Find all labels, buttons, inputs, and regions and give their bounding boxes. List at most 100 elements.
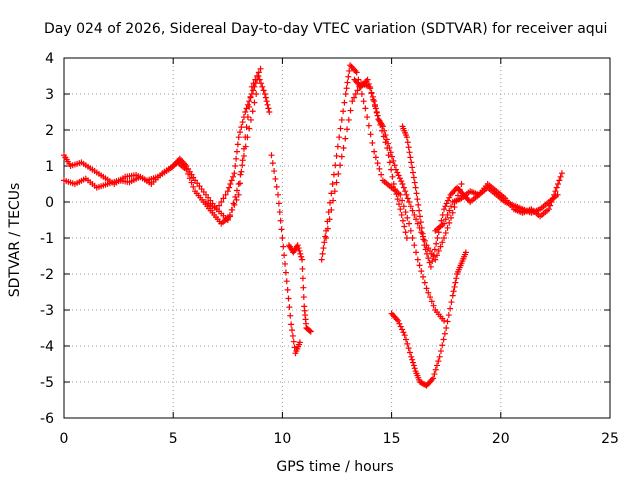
- data-point: [239, 119, 246, 126]
- x-tick-label: 10: [273, 431, 291, 447]
- data-point: [233, 148, 240, 155]
- data-point: [394, 196, 401, 203]
- data-point: [232, 193, 239, 200]
- data-point: [231, 170, 238, 177]
- data-point: [284, 286, 291, 293]
- data-point: [341, 99, 348, 106]
- data-point: [299, 265, 306, 272]
- y-tick-label: 4: [45, 51, 54, 67]
- data-point: [371, 98, 378, 105]
- data-point: [411, 365, 418, 372]
- data-point: [430, 252, 437, 259]
- data-point: [247, 94, 254, 101]
- data-point: [418, 224, 425, 231]
- data-point: [273, 183, 280, 190]
- data-point: [411, 211, 418, 218]
- data-point: [218, 199, 225, 205]
- data-point: [268, 152, 275, 159]
- data-point: [263, 98, 270, 105]
- data-point: [441, 317, 448, 324]
- data-point: [243, 105, 250, 112]
- data-point: [427, 263, 434, 270]
- marks-layer: [61, 62, 565, 389]
- data-point: [190, 183, 197, 190]
- data-point: [441, 235, 448, 241]
- data-point: [396, 320, 403, 327]
- data-point: [337, 162, 344, 169]
- data-point: [279, 235, 286, 241]
- data-point: [422, 246, 429, 253]
- data-point: [252, 80, 259, 87]
- data-point: [367, 85, 374, 92]
- data-point: [248, 91, 255, 97]
- series-track-f: [318, 62, 448, 324]
- data-point: [234, 141, 241, 148]
- data-point: [371, 148, 378, 155]
- data-point: [395, 317, 402, 324]
- data-point: [437, 243, 444, 250]
- data-point: [362, 105, 369, 112]
- data-point: [278, 226, 285, 233]
- data-point: [405, 345, 412, 352]
- data-point: [294, 242, 301, 249]
- data-point: [393, 191, 400, 198]
- series-track-c: [202, 73, 273, 213]
- data-point: [296, 339, 303, 346]
- data-point: [358, 91, 365, 97]
- data-point: [345, 116, 352, 123]
- data-point: [238, 168, 245, 175]
- data-point: [233, 155, 240, 162]
- data-point: [298, 253, 305, 260]
- data-point: [186, 175, 193, 182]
- data-point: [265, 105, 272, 112]
- y-axis-label: SDTVAR / TECUs: [7, 183, 23, 298]
- data-point: [326, 216, 333, 223]
- data-point: [344, 79, 351, 86]
- data-point: [415, 201, 422, 208]
- data-point: [300, 284, 307, 291]
- data-point: [548, 199, 555, 205]
- series-track-i: [388, 249, 469, 389]
- data-point: [276, 209, 283, 216]
- data-point: [335, 170, 342, 177]
- data-point: [342, 91, 349, 97]
- data-point: [349, 98, 356, 105]
- data-point: [374, 112, 381, 119]
- data-point: [549, 195, 556, 202]
- data-point: [414, 220, 421, 227]
- data-point: [379, 123, 386, 130]
- data-point: [402, 229, 409, 236]
- series-track-e: [285, 242, 314, 335]
- data-point: [399, 197, 406, 204]
- data-point: [399, 217, 406, 224]
- data-point: [553, 184, 560, 191]
- data-point: [397, 323, 404, 330]
- data-point: [425, 255, 432, 262]
- data-point: [328, 206, 335, 213]
- data-point: [289, 332, 296, 339]
- data-point: [432, 256, 439, 263]
- data-point: [413, 249, 420, 256]
- data-point: [369, 139, 376, 146]
- data-point: [235, 134, 242, 141]
- data-point: [342, 135, 349, 142]
- data-point: [443, 200, 450, 207]
- data-point: [389, 173, 396, 180]
- data-point: [390, 181, 397, 187]
- data-point: [282, 269, 289, 276]
- data-point: [446, 207, 453, 214]
- data-point: [397, 206, 404, 213]
- data-point: [238, 124, 245, 131]
- data-point: [347, 107, 354, 114]
- data-point: [411, 179, 418, 186]
- data-point: [290, 338, 297, 345]
- data-point: [407, 154, 414, 161]
- data-point: [402, 209, 409, 216]
- data-point: [235, 181, 242, 187]
- data-point: [410, 359, 417, 366]
- data-point: [412, 184, 419, 191]
- data-point: [272, 175, 279, 182]
- data-point: [230, 200, 237, 207]
- data-point: [282, 260, 289, 267]
- data-point: [213, 206, 220, 213]
